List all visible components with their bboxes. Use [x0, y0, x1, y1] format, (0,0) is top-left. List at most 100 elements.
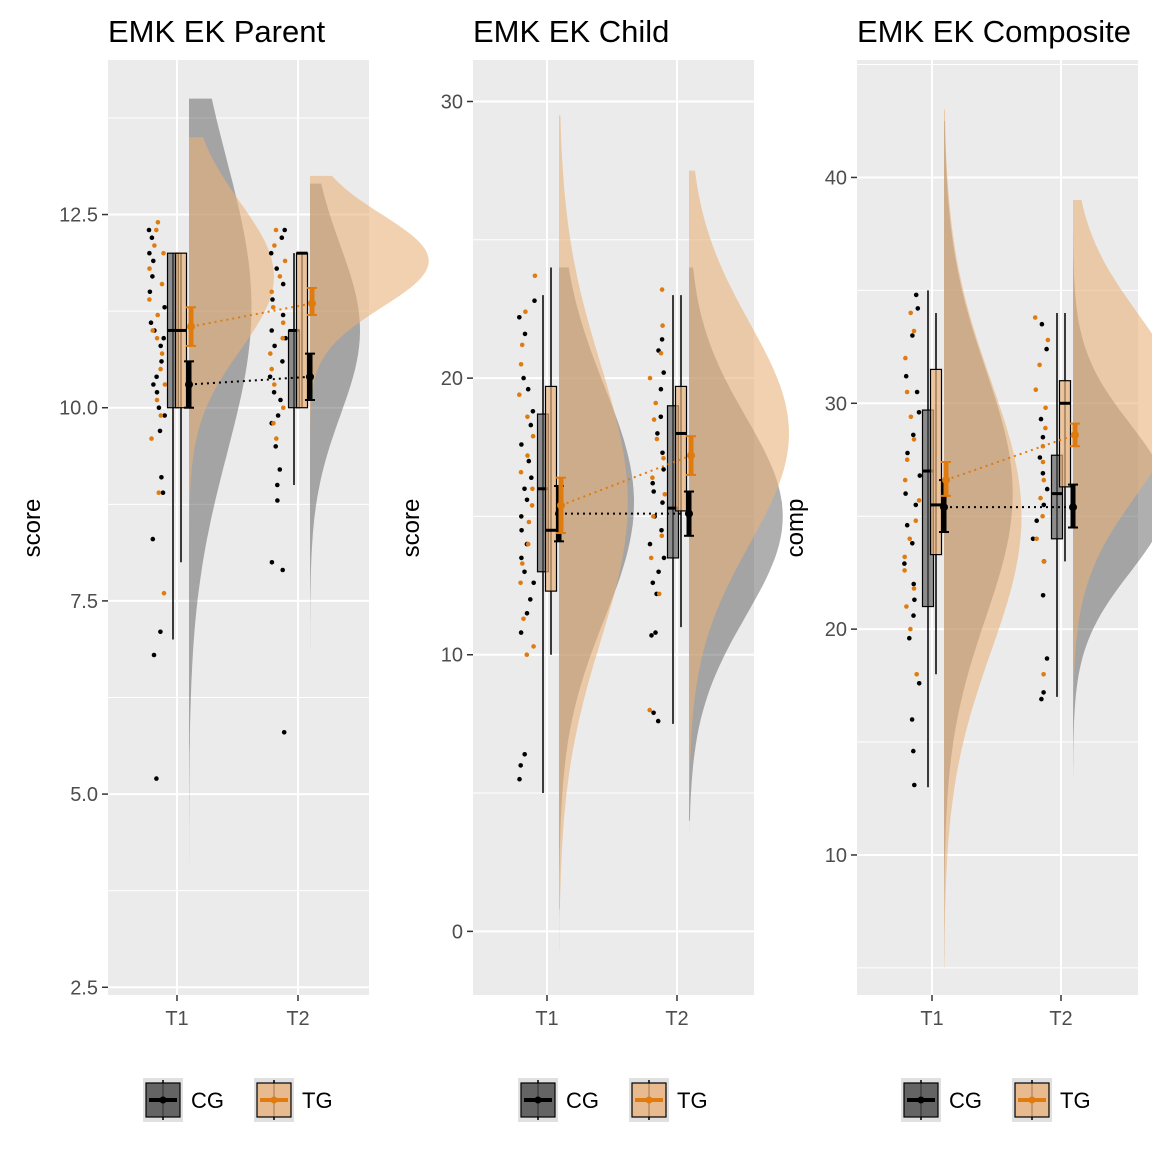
data-point-cg — [651, 710, 656, 716]
data-point-cg — [1041, 690, 1046, 695]
data-point-cg — [162, 305, 167, 310]
data-point-tg — [1032, 315, 1038, 320]
box-tg — [929, 368, 943, 556]
data-point-tg — [656, 591, 662, 597]
data-point-tg — [162, 382, 168, 387]
data-point-cg — [524, 611, 530, 616]
data-point-tg — [902, 568, 907, 573]
data-point-cg — [910, 333, 915, 338]
data-point-cg — [271, 390, 277, 395]
box-tg — [295, 252, 309, 409]
legend-label-tg: TG — [1060, 1088, 1091, 1113]
mean-point-cg — [940, 503, 948, 512]
box-tg — [674, 385, 688, 512]
box-tg — [544, 385, 558, 592]
data-point-cg — [150, 536, 156, 542]
data-point-tg — [525, 414, 530, 420]
data-point-cg — [660, 500, 665, 505]
density-tg — [189, 137, 274, 833]
data-point-tg — [521, 616, 526, 622]
data-point-tg — [911, 437, 917, 442]
data-point-cg — [912, 782, 917, 788]
mean-line-tg — [190, 302, 313, 328]
data-point-tg — [271, 420, 276, 426]
y-axis-label: comp — [782, 499, 809, 558]
data-point-cg — [275, 482, 280, 488]
panel-title: EMK EK Parent — [108, 14, 325, 49]
data-point-cg — [280, 281, 286, 287]
data-point-cg — [154, 374, 159, 380]
y-axis-label: score — [19, 499, 46, 558]
data-point-tg — [648, 555, 654, 561]
data-point-tg — [159, 351, 165, 356]
panel-1: 2.5 5.0 7.5 10.0 12.5 T1 T2 EMK EK Parent score C… — [19, 14, 429, 1122]
legend-label-tg: TG — [302, 1088, 333, 1113]
data-point-cg — [658, 414, 664, 420]
data-point-cg — [914, 389, 920, 395]
data-point-cg — [147, 289, 153, 295]
data-point-tg — [651, 417, 657, 422]
data-point-tg — [660, 323, 665, 328]
data-point-cg — [903, 373, 909, 379]
data-point-tg — [1037, 362, 1042, 368]
data-point-cg — [913, 502, 919, 508]
data-point-cg — [160, 490, 166, 496]
data-point-cg — [528, 597, 533, 602]
legend-label-cg: CG — [949, 1088, 982, 1113]
data-point-tg — [269, 366, 275, 372]
data-point-tg — [269, 289, 275, 295]
data-point-tg — [659, 287, 665, 292]
data-point-cg — [519, 442, 524, 447]
x-tick-label: T1 — [920, 1008, 943, 1030]
legend-key-point — [917, 1096, 925, 1104]
mean-point-cg — [306, 372, 314, 381]
mean-point-tg — [187, 322, 195, 331]
data-point-tg — [1043, 425, 1048, 431]
data-point-cg — [269, 328, 275, 333]
data-point-tg — [911, 328, 917, 334]
data-point-tg — [1040, 459, 1046, 465]
data-point-tg — [532, 273, 538, 279]
data-point-tg — [161, 590, 167, 596]
data-point-cg — [280, 567, 286, 573]
data-point-cg — [911, 432, 916, 438]
data-point-tg — [531, 644, 536, 649]
data-point-cg — [151, 258, 156, 264]
data-point-cg — [529, 475, 534, 481]
y-tick-label: 30 — [441, 91, 463, 113]
data-point-tg — [525, 541, 531, 547]
data-point-cg — [916, 410, 922, 415]
data-point-cg — [151, 652, 157, 658]
data-point-tg — [908, 414, 914, 420]
data-point-tg — [1038, 495, 1043, 501]
data-point-cg — [1044, 346, 1049, 352]
data-point-cg — [156, 405, 162, 411]
data-point-cg — [279, 235, 285, 240]
data-point-tg — [523, 309, 528, 315]
data-point-cg — [661, 467, 666, 472]
y-tick-label: 30 — [825, 393, 847, 415]
data-point-tg — [647, 707, 652, 713]
data-point-cg — [148, 320, 154, 326]
data-point-tg — [662, 492, 668, 497]
data-point-cg — [656, 569, 661, 575]
data-point-cg — [147, 250, 152, 256]
data-point-tg — [913, 518, 919, 523]
data-point-cg — [157, 428, 163, 434]
data-point-tg — [914, 672, 919, 677]
y-tick-label: 20 — [441, 368, 463, 390]
data-point-cg — [519, 514, 524, 519]
x-tick-label: T2 — [1049, 1008, 1072, 1030]
data-point-tg — [1034, 536, 1039, 542]
data-point-tg — [911, 586, 917, 591]
data-point-tg — [907, 536, 912, 542]
y-tick-label: 20 — [825, 619, 847, 641]
data-point-cg — [149, 235, 155, 240]
data-point-cg — [519, 528, 524, 533]
data-point-tg — [517, 392, 522, 398]
mean-point-tg — [557, 501, 565, 510]
mean-point-tg — [1071, 430, 1079, 439]
data-point-tg — [154, 397, 160, 403]
